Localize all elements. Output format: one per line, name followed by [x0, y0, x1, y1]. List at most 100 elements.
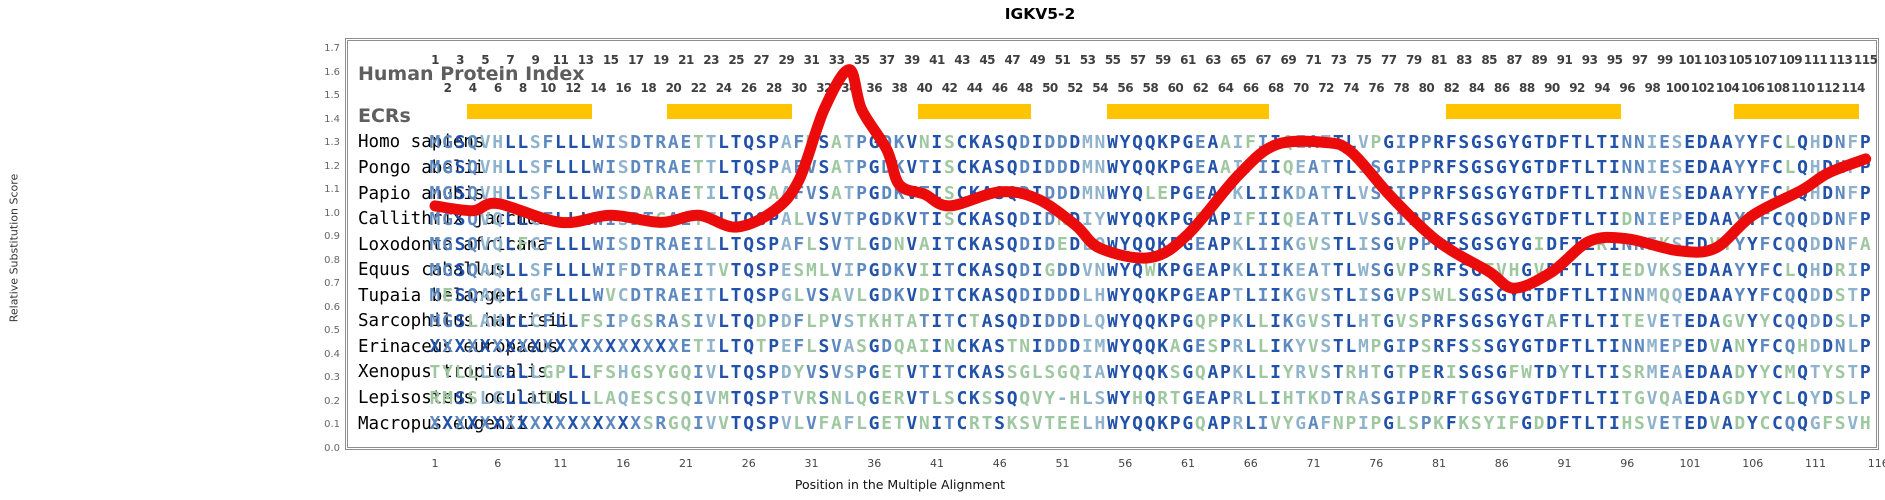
- residue: I: [1232, 131, 1244, 153]
- index-number-odd: 59: [1155, 53, 1171, 67]
- residue: Q: [1797, 208, 1808, 230]
- residue: X: [567, 336, 579, 358]
- residue: P: [768, 387, 780, 409]
- residue: K: [969, 157, 980, 179]
- residue: T: [1458, 387, 1470, 409]
- residue: L: [580, 387, 591, 409]
- residue: L: [793, 208, 805, 230]
- residue: G: [1521, 413, 1532, 435]
- residue: L: [818, 259, 830, 281]
- residue: I: [693, 387, 704, 409]
- residue: T: [1332, 234, 1344, 256]
- residue: S: [843, 361, 855, 383]
- residue: D: [1044, 310, 1056, 332]
- residue: Q: [1797, 285, 1808, 307]
- index-number-even: 72: [1318, 81, 1334, 95]
- residue: Q: [1282, 208, 1294, 230]
- residue: L: [529, 361, 541, 383]
- residue: S: [818, 131, 830, 153]
- residue: R: [1433, 310, 1445, 332]
- residue: Y: [1746, 183, 1758, 205]
- residue: V: [1307, 361, 1319, 383]
- residue: X: [504, 336, 516, 358]
- residue: Y: [1119, 131, 1131, 153]
- residue: N: [1834, 208, 1846, 230]
- residue: T: [918, 208, 930, 230]
- residue: G: [1295, 413, 1307, 435]
- residue: F: [793, 157, 805, 179]
- residue: F: [793, 131, 805, 153]
- residue: K: [868, 310, 880, 332]
- residue: L: [1847, 387, 1859, 409]
- residue: S: [1019, 413, 1031, 435]
- residue: T: [1370, 361, 1382, 383]
- residue: S: [1420, 336, 1432, 358]
- residue: I: [693, 310, 704, 332]
- residue: A: [1721, 285, 1733, 307]
- residue: X: [529, 413, 541, 435]
- residue: P: [1219, 234, 1231, 256]
- residue: D: [881, 259, 893, 281]
- residue: C: [1759, 413, 1771, 435]
- residue: L: [1784, 183, 1796, 205]
- residue: I: [931, 183, 943, 205]
- residue: Q: [467, 183, 479, 205]
- residue: Q: [1659, 285, 1670, 307]
- residue: Q: [492, 285, 504, 307]
- residue: T: [1571, 259, 1583, 281]
- residue: L: [843, 387, 855, 409]
- residue: C: [1772, 413, 1783, 435]
- residue: R: [1157, 387, 1169, 409]
- residue: N: [1621, 336, 1633, 358]
- residue: G: [868, 336, 880, 358]
- residue: I: [1608, 183, 1620, 205]
- residue: T: [1044, 413, 1056, 435]
- residue: I: [605, 183, 617, 205]
- residue: L: [1345, 234, 1357, 256]
- index-number-odd: 101: [1678, 53, 1702, 67]
- x-tick-label: 96: [1620, 457, 1635, 470]
- residue: K: [1458, 413, 1470, 435]
- x-tick-label: 61: [1181, 457, 1195, 470]
- residue: P: [1219, 310, 1231, 332]
- residue: T: [1596, 310, 1608, 332]
- residue: D: [1696, 285, 1708, 307]
- residue: V: [1646, 183, 1658, 205]
- residue: T: [1332, 387, 1344, 409]
- residue: N: [918, 413, 930, 435]
- residue: D: [1822, 285, 1834, 307]
- x-tick-label: 31: [804, 457, 819, 470]
- residue: A: [479, 285, 491, 307]
- residue: T: [918, 310, 930, 332]
- residue: V: [718, 259, 729, 281]
- residue: G: [868, 285, 880, 307]
- residue: A: [981, 310, 993, 332]
- residue: A: [1094, 361, 1106, 383]
- residue: N: [1332, 413, 1344, 435]
- index-number-odd: 33: [828, 53, 845, 67]
- residue: P: [1671, 208, 1683, 230]
- residue: R: [1433, 361, 1445, 383]
- index-number-even: 14: [590, 81, 606, 95]
- residue: L: [1081, 310, 1093, 332]
- residue: L: [1847, 336, 1859, 358]
- residue: T: [705, 157, 717, 179]
- residue: L: [454, 361, 466, 383]
- residue: F: [1759, 208, 1771, 230]
- residue: L: [1081, 285, 1093, 307]
- residue: N: [1621, 285, 1633, 307]
- residue: L: [1245, 234, 1256, 256]
- residue: G: [1496, 131, 1507, 153]
- residue: S: [1834, 387, 1846, 409]
- residue: K: [1157, 208, 1169, 230]
- residue: D: [881, 285, 893, 307]
- residue: W: [1107, 413, 1118, 435]
- index-number-even: 2: [443, 81, 452, 95]
- residue: M: [1646, 336, 1658, 358]
- residue: A: [831, 131, 842, 153]
- residue: A: [1219, 157, 1231, 179]
- residue: I: [918, 259, 930, 281]
- residue: V: [1709, 234, 1721, 256]
- residue: Y: [1746, 157, 1758, 179]
